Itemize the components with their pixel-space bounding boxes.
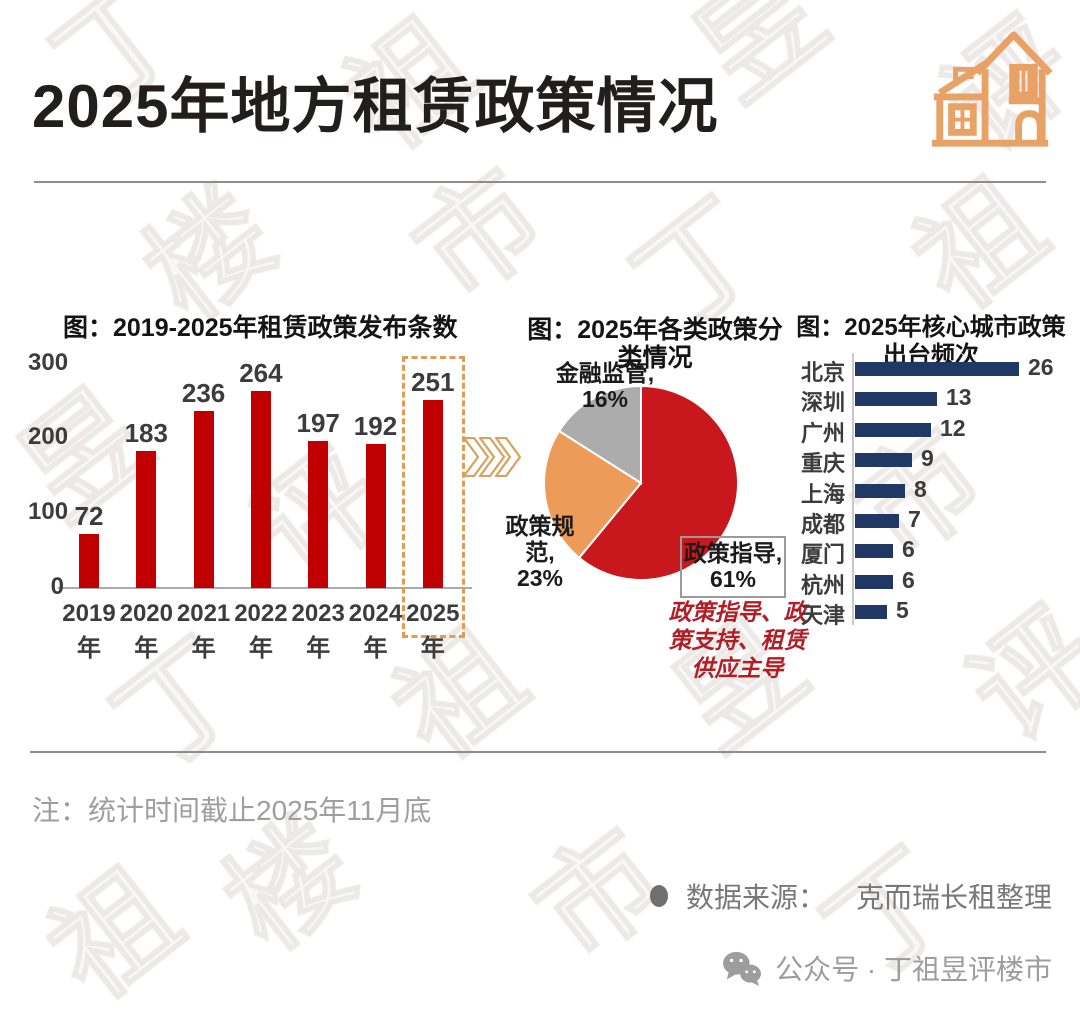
bar-重庆 (855, 453, 912, 468)
bar-value-label: 6 (902, 566, 915, 593)
chart-title-line1: 图：2025年核心城市政策 (796, 314, 1066, 341)
chart-title-line2: 类情况 (617, 344, 693, 372)
hbar-chart-city-frequency: 图：2025年核心城市政策 出台频次 北京 26 深圳 13 广州 12 重庆 9 上海 8 成都 7… (795, 295, 1077, 640)
bar-广州 (855, 422, 931, 437)
bar-value-label: 183 (124, 418, 168, 448)
pie-label-line: 16% (581, 386, 629, 412)
pie-label-line: 23% (516, 565, 564, 591)
hbar-category-label: 厦门 (800, 542, 845, 568)
bar-chart-rental-policy-count: 图：2019-2025年租赁政策发布条数 300 200 100 0 72 2019年 18… (28, 300, 480, 662)
bar-杭州 (855, 574, 893, 589)
pie-label-regulation: 政策规范, 23% (495, 513, 585, 591)
bar-value-label: 9 (921, 445, 934, 472)
bar-value-label: 192 (353, 411, 398, 441)
pie-slice-政策规范 (542, 429, 643, 560)
pie-annotation-line: 供应主导 (691, 655, 784, 681)
y-axis-line (852, 353, 854, 625)
pie-label-line: 61% (709, 566, 757, 592)
bar-厦门 (855, 544, 893, 559)
y-axis-tick-label: 0 (50, 573, 64, 600)
wechat-icon (723, 951, 762, 986)
y-axis-tick-label: 200 (28, 423, 69, 451)
bar-2019年 (79, 534, 99, 588)
highlight-box-2025 (402, 356, 465, 638)
pie-annotation-line: 策支持、租赁 (668, 627, 807, 653)
bar-chart-plot-area: 300 200 100 0 72 2019年 183 2020年 236 2021年 264 2022… (28, 300, 480, 662)
triple-chevron-right-icon (463, 437, 521, 477)
footnote: 注：统计时间截止2025年11月底 (32, 795, 432, 826)
hbar-category-label: 北京 (800, 360, 845, 385)
y-axis-tick-label: 300 (28, 348, 69, 376)
bar-上海 (855, 483, 905, 498)
bar-2020年 (136, 451, 157, 588)
chart-title-line1: 图：2025年各类政策分 (527, 316, 783, 344)
pie-label-supervision: 金融监管, 16% (550, 360, 660, 412)
bar-value-label: 12 (940, 414, 966, 441)
watermark-character: 市 (390, 144, 569, 325)
x-axis-label: 2023年 (291, 600, 345, 662)
bar-value-label: 7 (908, 506, 921, 532)
hbar-category-label: 成都 (800, 512, 845, 537)
bar-深圳 (855, 392, 937, 407)
hbar-category-label: 深圳 (800, 390, 845, 416)
pie-label-line: 金融监管, (555, 360, 655, 386)
watermark-character: 祖 (25, 844, 204, 1013)
bar-2025年 (422, 400, 443, 588)
bar-value-label: 236 (181, 378, 226, 408)
wechat-account-label: 公众号 · 丁祖昱评楼市 (775, 954, 1052, 985)
pie-chart-policy-categories: 图：2025年各类政策分 类情况 金融监管, 16% 政策规范, 23% 政策指… (495, 300, 810, 681)
bar-2023年 (308, 441, 329, 588)
x-axis-label: 2025年 (406, 600, 460, 662)
hbar-category-label: 杭州 (800, 572, 845, 598)
top-divider (34, 181, 1046, 183)
house-icon (931, 31, 1053, 147)
pie-annotation: 政策指导、政 策支持、租赁 供应主导 (650, 598, 825, 682)
y-axis-tick-label: 100 (28, 498, 69, 526)
bar-北京 (855, 362, 1019, 376)
pie-annotation-line: 政策指导、政 (668, 599, 807, 625)
x-axis-label: 2019年 (62, 600, 116, 662)
pie-callout-box-guidance: 政策指导, 61% (680, 536, 786, 598)
x-axis-label: 2022年 (234, 600, 288, 662)
bar-value-label: 8 (914, 475, 927, 502)
bar-value-label: 264 (239, 358, 283, 388)
source-value: 克而瑞长租整理 (855, 882, 1052, 913)
bar-2024年 (365, 444, 386, 588)
bar-value-label: 13 (946, 384, 972, 411)
bar-value-label: 5 (896, 597, 909, 624)
pie-label-line: 政策规范, (505, 513, 575, 565)
pie-slice-金融监管 (557, 384, 642, 485)
pie-label-line: 政策指导, (683, 540, 783, 566)
hbar-category-label: 天津 (800, 603, 845, 629)
hbar-category-label: 上海 (800, 481, 845, 507)
bottom-divider (30, 751, 1046, 753)
x-axis-label: 2020年 (119, 600, 173, 662)
hbar-category-label: 重庆 (800, 451, 845, 477)
source-bullet-icon (649, 885, 668, 907)
bar-天津 (855, 605, 887, 620)
source-label: 数据来源： (685, 882, 826, 913)
bar-value-label: 6 (902, 536, 915, 563)
bar-value-label: 197 (296, 408, 340, 438)
x-axis-line (58, 587, 472, 589)
hbar-plot-area: 北京 26 深圳 13 广州 12 重庆 9 上海 8 成都 7 厦门 6 杭州 6 天津 5 (795, 295, 1077, 640)
bar-2021年 (193, 411, 214, 588)
pie-graphic (542, 384, 739, 581)
bar-value-label: 251 (411, 367, 455, 397)
x-axis-label: 2021年 (176, 600, 231, 662)
data-source-row: 数据来源： 克而瑞长租整理 (649, 876, 1052, 916)
page-title: 2025年地方租赁政策情况 (32, 73, 719, 140)
hbar-category-label: 广州 (800, 420, 845, 446)
bar-2022年 (250, 391, 271, 588)
bar-value-label: 72 (74, 501, 104, 531)
x-axis-label: 2024年 (348, 600, 403, 662)
bar-成都 (855, 514, 899, 528)
wechat-account-row: 公众号 · 丁祖昱评楼市 (721, 948, 1052, 988)
chart-title: 图：2019-2025年租赁政策发布条数 (63, 314, 458, 342)
bar-value-label: 26 (1028, 354, 1054, 380)
pie-slice-政策指导 (577, 384, 739, 581)
